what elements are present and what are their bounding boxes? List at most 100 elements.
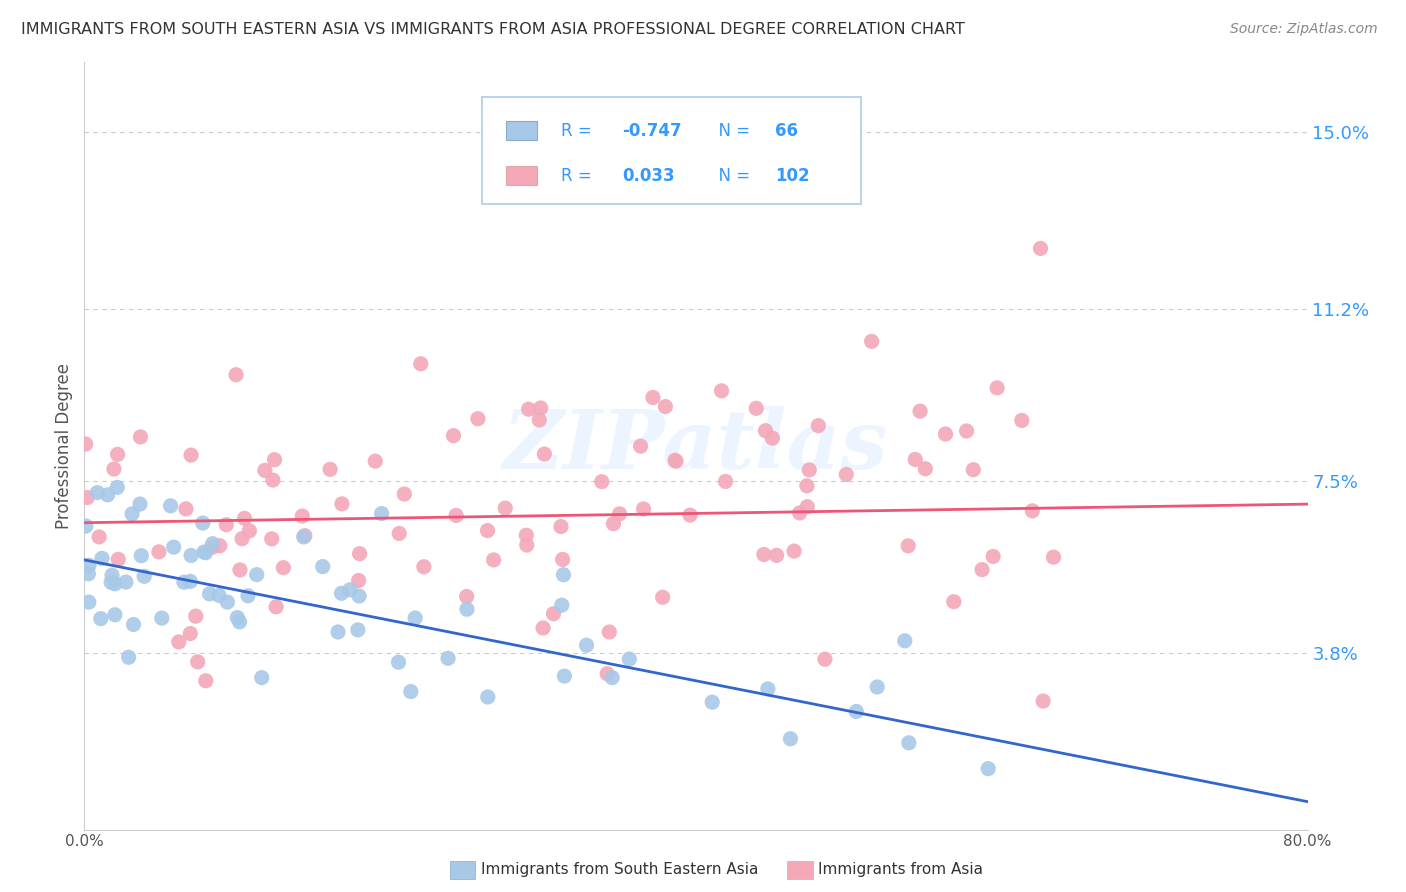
Point bbox=[264, 599, 287, 614]
Point bbox=[651, 591, 673, 605]
Point bbox=[986, 381, 1008, 395]
Point bbox=[517, 402, 540, 417]
Point bbox=[225, 368, 247, 382]
Point bbox=[262, 473, 284, 487]
Point bbox=[273, 560, 295, 574]
Point bbox=[292, 530, 315, 544]
Point bbox=[91, 551, 114, 566]
Point bbox=[796, 500, 818, 514]
Point bbox=[201, 536, 224, 550]
Point bbox=[609, 507, 631, 521]
Point bbox=[134, 569, 156, 583]
Point bbox=[100, 575, 122, 590]
Point bbox=[339, 582, 361, 597]
FancyBboxPatch shape bbox=[482, 97, 860, 204]
Point bbox=[904, 452, 927, 467]
Point bbox=[236, 589, 259, 603]
Point bbox=[229, 563, 252, 577]
Point bbox=[456, 602, 478, 616]
Point bbox=[131, 549, 153, 563]
Point bbox=[765, 549, 787, 563]
Point bbox=[201, 541, 224, 555]
Point bbox=[550, 519, 572, 533]
Point bbox=[630, 439, 652, 453]
Point bbox=[330, 497, 353, 511]
Point bbox=[533, 447, 555, 461]
Point bbox=[553, 567, 575, 582]
Point bbox=[399, 684, 422, 698]
Point bbox=[866, 680, 889, 694]
Point bbox=[150, 611, 173, 625]
Point bbox=[679, 508, 702, 522]
Point bbox=[121, 507, 143, 521]
Point bbox=[955, 424, 977, 438]
Point bbox=[319, 462, 342, 476]
Point bbox=[437, 651, 460, 665]
Point bbox=[897, 539, 920, 553]
Point bbox=[789, 506, 811, 520]
Point bbox=[370, 507, 392, 521]
Point bbox=[551, 598, 574, 612]
Point bbox=[215, 517, 238, 532]
Text: Source: ZipAtlas.com: Source: ZipAtlas.com bbox=[1230, 22, 1378, 37]
Point bbox=[104, 607, 127, 622]
Point bbox=[970, 563, 993, 577]
Point bbox=[641, 391, 664, 405]
Text: 102: 102 bbox=[776, 167, 810, 185]
Point bbox=[807, 418, 830, 433]
Point bbox=[90, 612, 112, 626]
Point bbox=[75, 519, 97, 533]
Point bbox=[238, 524, 260, 538]
Point bbox=[942, 595, 965, 609]
Point bbox=[409, 357, 432, 371]
Point bbox=[260, 532, 283, 546]
Point bbox=[330, 586, 353, 600]
Point bbox=[104, 576, 127, 591]
Point bbox=[443, 428, 465, 442]
Text: Immigrants from South Eastern Asia: Immigrants from South Eastern Asia bbox=[481, 863, 758, 877]
Point bbox=[208, 589, 231, 603]
Point bbox=[191, 516, 214, 530]
Point bbox=[654, 400, 676, 414]
Point bbox=[122, 617, 145, 632]
Point bbox=[752, 548, 775, 562]
Point bbox=[799, 463, 821, 477]
Point bbox=[761, 431, 783, 445]
Point bbox=[814, 652, 837, 666]
Point bbox=[543, 607, 565, 621]
Point bbox=[364, 454, 387, 468]
Point bbox=[710, 384, 733, 398]
Point bbox=[529, 413, 551, 427]
Point bbox=[530, 401, 553, 415]
Point bbox=[77, 595, 100, 609]
Point bbox=[117, 650, 139, 665]
Point bbox=[263, 452, 285, 467]
Text: N =: N = bbox=[709, 167, 755, 185]
Point bbox=[387, 655, 409, 669]
Point bbox=[198, 587, 221, 601]
Point bbox=[253, 463, 276, 477]
Point bbox=[596, 666, 619, 681]
Point bbox=[394, 487, 416, 501]
Point bbox=[86, 485, 108, 500]
Point bbox=[845, 705, 868, 719]
Point bbox=[619, 652, 641, 666]
Text: -0.747: -0.747 bbox=[623, 121, 682, 140]
Text: N =: N = bbox=[709, 121, 755, 140]
Point bbox=[388, 526, 411, 541]
Point bbox=[602, 516, 624, 531]
Point bbox=[347, 623, 370, 637]
Point bbox=[962, 463, 984, 477]
Point bbox=[105, 480, 128, 494]
Point bbox=[194, 546, 217, 560]
Point bbox=[246, 567, 269, 582]
Point bbox=[515, 528, 537, 542]
Point bbox=[664, 453, 686, 467]
Point bbox=[860, 334, 883, 349]
Point bbox=[908, 404, 931, 418]
Point bbox=[531, 621, 554, 635]
Point bbox=[1011, 413, 1033, 427]
Point bbox=[312, 559, 335, 574]
Point bbox=[897, 736, 920, 750]
Point bbox=[575, 638, 598, 652]
